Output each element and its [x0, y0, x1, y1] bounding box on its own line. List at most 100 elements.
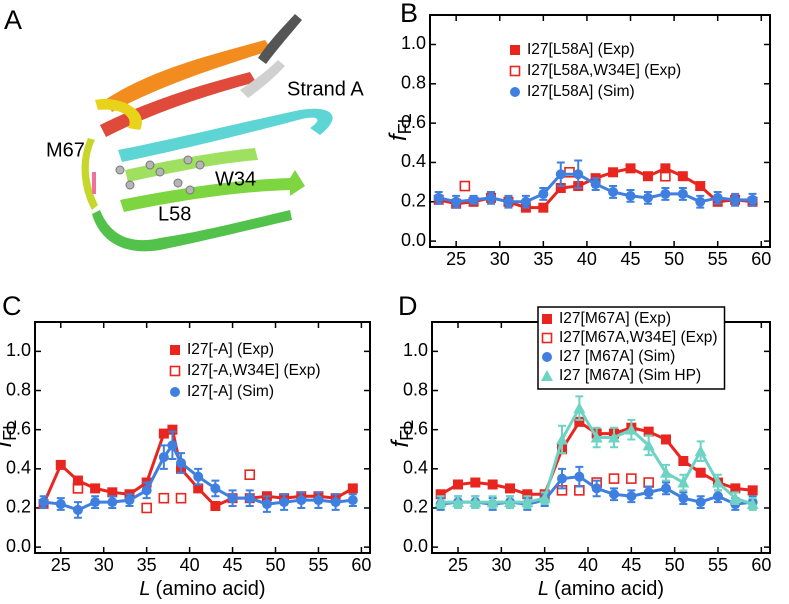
x-tick-label: 55 [708, 555, 728, 575]
marker [660, 163, 671, 174]
marker [141, 502, 152, 514]
x-tick-label: 50 [265, 555, 285, 575]
panel-label: D [398, 291, 418, 321]
marker [661, 434, 671, 445]
y-label-sub: FL [0, 420, 20, 441]
marker [158, 428, 169, 439]
marker [313, 495, 324, 506]
y-label-var: f [387, 439, 414, 448]
marker [453, 479, 463, 490]
x-label-var: L [538, 578, 549, 600]
x-label-text: (amino acid) [156, 578, 266, 600]
panel-label: C [2, 291, 22, 321]
y-tick-label: 0.4 [403, 458, 428, 478]
marker [573, 402, 586, 414]
marker [107, 497, 118, 508]
y-tick-label: 0.0 [403, 536, 428, 556]
marker [695, 181, 706, 192]
marker [72, 483, 84, 494]
y-label-sub: FL [395, 113, 415, 134]
marker [434, 496, 447, 508]
marker [729, 492, 742, 504]
legend-marker [541, 332, 553, 344]
marker [452, 496, 464, 508]
x-tick-label: 55 [308, 555, 328, 575]
marker [167, 424, 178, 435]
y-tick-label: 1.0 [403, 340, 428, 360]
marker [677, 476, 690, 488]
x-tick-label: 45 [621, 555, 641, 575]
marker [573, 169, 584, 180]
marker [486, 496, 499, 508]
legend: I27[-A] (Exp) I27[-A,W34E] (Exp) I27[-A] (… [169, 341, 321, 400]
marker [107, 487, 118, 498]
marker [158, 492, 170, 504]
marker [538, 202, 549, 213]
legend-label: I27[L58A] (Sim) [527, 83, 635, 100]
legend-marker [509, 65, 521, 77]
legend-label: I27[L58A,W34E] (Exp) [527, 62, 681, 79]
marker [626, 473, 637, 484]
legend: I27[M67A] (Exp) I27[M67A,W34E] (Exp) I27 [… [537, 306, 726, 390]
plot-frame [34, 321, 371, 554]
legend: I27[L58A] (Exp) I27[L58A,W34E] (Exp) I27[L… [509, 41, 681, 100]
marker [261, 499, 272, 510]
marker [470, 477, 481, 488]
legend-frame [537, 306, 726, 390]
legend-marker [510, 87, 520, 97]
marker [713, 491, 723, 502]
x-label-var: L [139, 578, 150, 600]
y-tick-label: 0.6 [6, 418, 31, 438]
marker [347, 483, 358, 494]
marker [642, 192, 653, 203]
marker [642, 171, 653, 182]
marker [591, 483, 602, 494]
marker [244, 493, 255, 504]
marker [55, 499, 66, 510]
x-tick-label: 60 [351, 555, 371, 575]
marker [193, 471, 204, 482]
marker [746, 498, 759, 510]
x-tick-label: 55 [708, 249, 728, 269]
y-tick-label: 0.2 [401, 191, 426, 211]
marker [608, 431, 620, 443]
marker [90, 497, 101, 508]
y-tick-label: 1.0 [6, 340, 31, 360]
marker [625, 163, 636, 174]
marker [608, 167, 619, 178]
panel-label: B [400, 0, 418, 28]
marker [210, 483, 221, 494]
y-tick-label: 0.8 [401, 73, 426, 93]
marker [625, 423, 638, 435]
marker [38, 497, 49, 508]
marker [504, 496, 516, 508]
marker [556, 433, 568, 445]
marker [608, 186, 619, 197]
marker [72, 475, 83, 486]
x-tick-label: 50 [664, 249, 684, 269]
marker [626, 491, 637, 502]
legend-marker [542, 352, 552, 362]
marker [574, 416, 585, 427]
y-tick-label: 0.8 [6, 379, 31, 399]
marker [522, 489, 533, 500]
x-tick-label: 60 [751, 249, 771, 269]
marker [505, 483, 515, 494]
marker [279, 497, 290, 508]
y-label-var: f [0, 439, 17, 448]
annotation: L58 [158, 203, 191, 225]
annotation: M67 [46, 139, 85, 161]
marker [55, 459, 66, 470]
x-tick-label: 60 [751, 555, 771, 575]
marker [695, 196, 706, 207]
legend-label: I27[L58A] (Exp) [527, 41, 635, 58]
y-axis-label: fFL [0, 420, 20, 448]
legend-label: I27 [M67A] (Sim) [559, 348, 675, 365]
marker [747, 194, 758, 205]
x-tick-label: 25 [446, 249, 466, 269]
x-tick-label: 45 [223, 555, 243, 575]
x-tick-label: 25 [448, 555, 468, 575]
marker [712, 192, 723, 203]
